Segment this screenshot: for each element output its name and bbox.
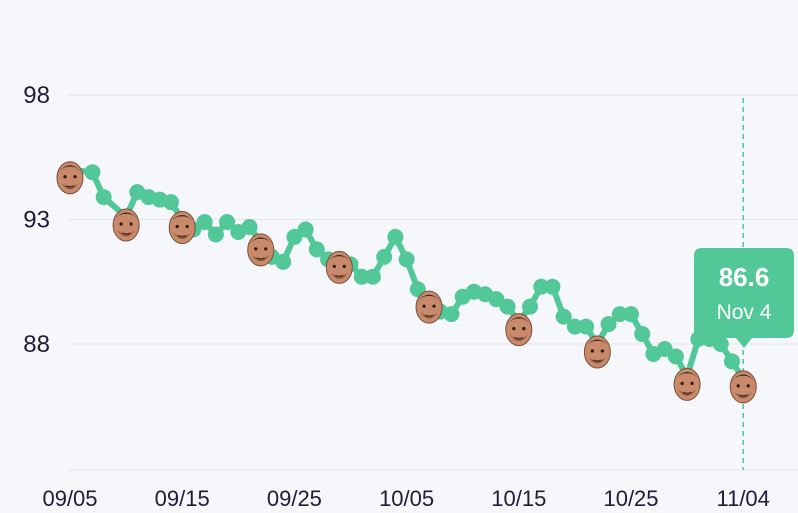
- data-point: [667, 348, 684, 365]
- data-point: [712, 336, 729, 352]
- data-point: [219, 213, 236, 230]
- x-tick-label: 09/05: [42, 486, 97, 511]
- face-marker-icon: [247, 233, 275, 267]
- data-point: [533, 278, 550, 295]
- data-point: [443, 306, 460, 323]
- data-point: [207, 226, 224, 243]
- x-tick-label: 10/25: [603, 486, 658, 511]
- data-point: [353, 268, 370, 285]
- data-point: [723, 353, 740, 370]
- x-tick-label: 09/15: [155, 486, 210, 511]
- data-point: [376, 248, 393, 265]
- face-marker-icon: [673, 367, 701, 401]
- y-axis-ticks: 98 93 88: [23, 82, 50, 358]
- data-point: [364, 268, 381, 285]
- face-marker-icon: [325, 250, 353, 284]
- face-marker-icon: [505, 313, 533, 347]
- x-tick-label: 10/15: [491, 486, 546, 511]
- data-point: [241, 218, 258, 235]
- x-axis-ticks: 09/05 09/15 09/25 10/05 10/15 10/25 11/04: [42, 486, 769, 511]
- face-marker-icon: [415, 290, 443, 324]
- tooltip-value: 86.6: [719, 262, 770, 292]
- tooltip-background: [694, 248, 794, 348]
- data-point: [84, 164, 101, 181]
- data-point: [488, 291, 505, 308]
- data-point: [656, 340, 673, 357]
- data-point: [544, 278, 561, 295]
- data-point: [611, 306, 628, 323]
- data-point: [522, 298, 539, 315]
- data-point: [600, 316, 617, 333]
- data-point: [387, 228, 404, 245]
- data-point: [555, 308, 572, 325]
- y-tick-label: 93: [23, 207, 50, 234]
- data-point: [578, 318, 595, 335]
- data-point: [297, 221, 314, 238]
- value-tooltip: 86.6 Nov 4: [694, 248, 794, 348]
- data-point: [95, 189, 112, 206]
- data-point: [162, 194, 179, 211]
- grid-lines: [68, 94, 798, 471]
- face-marker-icon: [56, 161, 84, 195]
- data-points: [56, 161, 757, 404]
- x-tick-label: 09/25: [267, 486, 322, 511]
- face-marker-icon: [583, 335, 611, 369]
- face-marker-icon: [729, 370, 757, 404]
- data-point: [196, 213, 213, 230]
- y-tick-label: 98: [23, 82, 50, 109]
- face-marker-icon: [112, 208, 140, 242]
- data-point: [286, 228, 303, 245]
- data-point: [398, 251, 415, 268]
- data-point: [308, 241, 325, 258]
- x-tick-label: 11/04: [716, 486, 769, 511]
- data-point: [499, 298, 516, 315]
- data-point: [623, 306, 639, 323]
- y-tick-label: 88: [23, 331, 50, 358]
- x-tick-label: 10/05: [379, 486, 434, 511]
- data-point: [634, 326, 651, 343]
- face-marker-icon: [168, 211, 196, 244]
- data-point: [275, 253, 292, 270]
- data-point: [566, 318, 583, 335]
- tooltip-date: Nov 4: [717, 301, 772, 324]
